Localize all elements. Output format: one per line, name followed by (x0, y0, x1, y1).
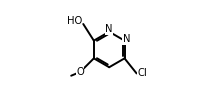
Text: N: N (105, 24, 113, 34)
Text: O: O (76, 67, 84, 77)
Text: HO: HO (66, 16, 82, 26)
Text: Cl: Cl (137, 68, 147, 78)
Text: N: N (123, 34, 130, 44)
